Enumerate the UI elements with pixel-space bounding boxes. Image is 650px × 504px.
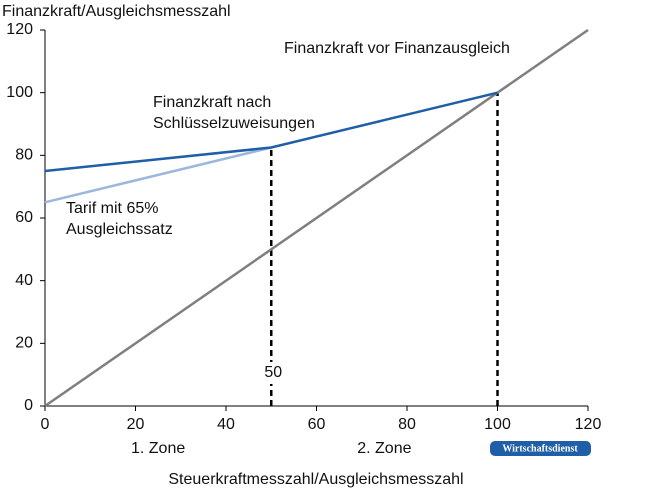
zone-label: 2. Zone [357,440,411,457]
y-tick-label: 60 [15,209,33,226]
series-label: Finanzkraft vor Finanzausgleich [284,40,510,57]
source-badge: Wirtschaftsdienst [490,441,591,456]
x-tick-label: 20 [127,416,145,433]
label-bg [260,362,283,384]
y-axis-title: Finanzkraft/Ausgleichsmesszahl [2,3,231,20]
series-label: Tarif mit 65% Ausgleichssatz [66,200,173,238]
reference-label: 50 [264,364,282,381]
y-tick-label: 40 [15,272,33,289]
x-tick-label: 100 [484,416,511,433]
x-tick-label: 40 [217,416,235,433]
x-tick-label: 120 [575,416,602,433]
y-tick-label: 100 [6,84,33,101]
y-tick-label: 20 [15,335,33,352]
series-label: Finanzkraft nach Schlüsselzuweisungen [153,94,315,132]
x-tick-label: 80 [398,416,416,433]
x-tick-label: 60 [308,416,326,433]
x-tick-label: 0 [41,416,50,433]
x-axis-title: Steuerkraftmesszahl/Ausgleichsmesszahl [168,471,463,488]
series-line [44,91,498,173]
y-tick-label: 80 [15,147,33,164]
zone-label: 1. Zone [131,440,185,457]
badge-bg [490,441,591,456]
y-tick-label: 0 [24,397,33,414]
source: Wirtschaftsdienst [502,443,578,454]
y-tick-label: 120 [6,21,33,38]
series-line [44,146,272,204]
